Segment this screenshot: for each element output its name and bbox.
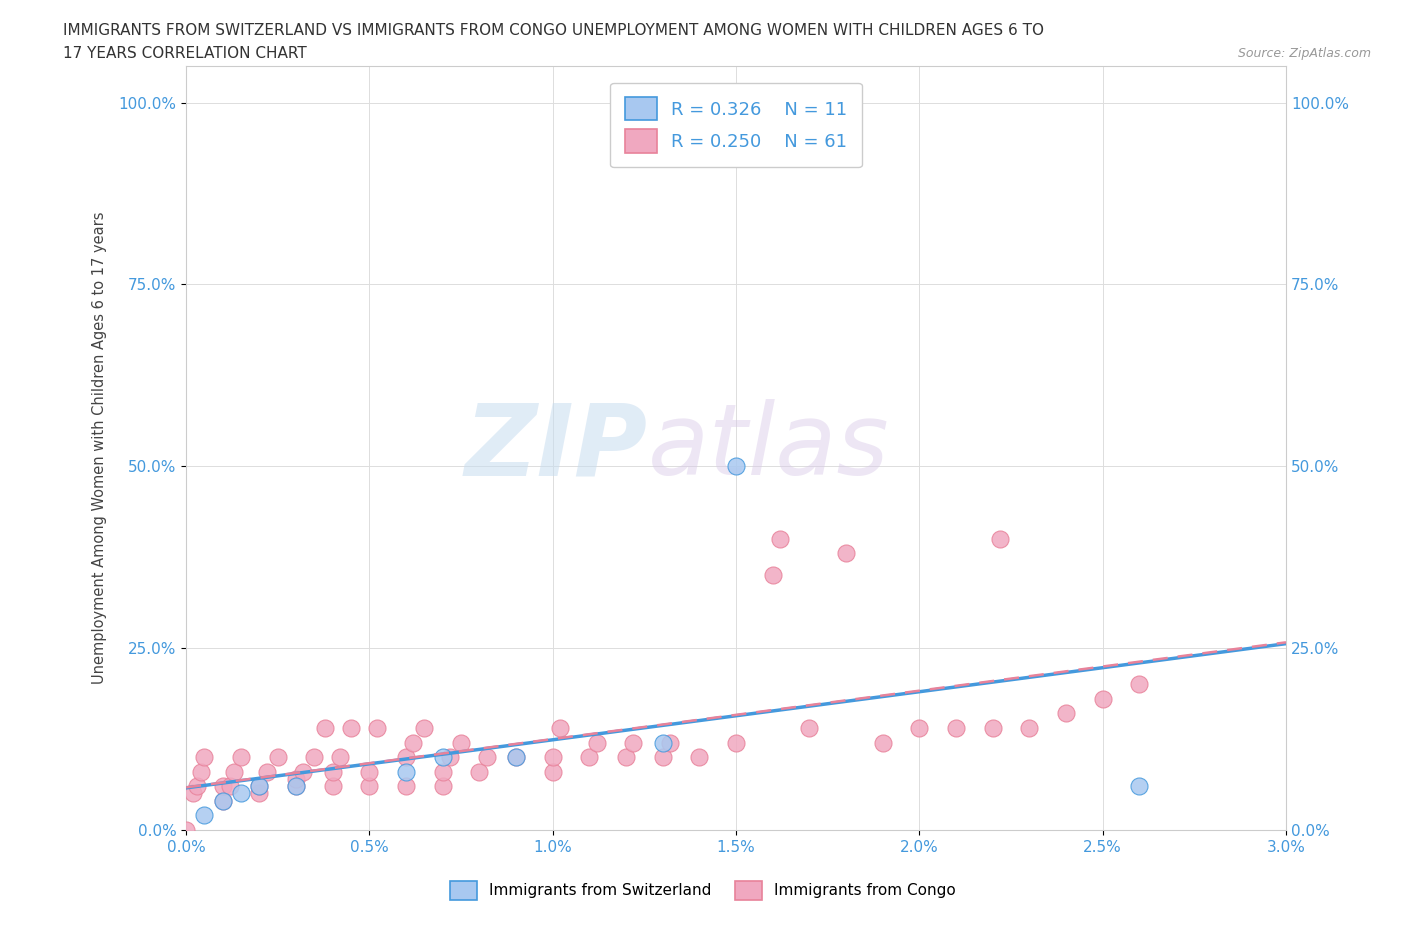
Point — [1018, 721, 1040, 736]
Point — [623, 735, 645, 750]
Point — [186, 778, 208, 793]
Point — [688, 750, 710, 764]
Point — [256, 764, 278, 779]
Point — [322, 778, 344, 793]
Point — [659, 735, 682, 750]
Point — [211, 793, 233, 808]
Point — [945, 721, 967, 736]
Point — [585, 735, 607, 750]
Point — [475, 750, 498, 764]
Legend: Immigrants from Switzerland, Immigrants from Congo: Immigrants from Switzerland, Immigrants … — [444, 875, 962, 906]
Point — [304, 750, 326, 764]
Point — [651, 735, 673, 750]
Point — [267, 750, 290, 764]
Point — [366, 721, 388, 736]
Point — [799, 721, 821, 736]
Point — [578, 750, 600, 764]
Point — [395, 764, 418, 779]
Point — [322, 764, 344, 779]
Point — [988, 531, 1011, 546]
Point — [1128, 778, 1150, 793]
Point — [908, 721, 931, 736]
Point — [1091, 692, 1114, 707]
Text: ZIP: ZIP — [465, 400, 648, 497]
Point — [359, 778, 381, 793]
Point — [1054, 706, 1077, 721]
Point — [359, 764, 381, 779]
Point — [183, 786, 205, 801]
Point — [835, 546, 858, 561]
Text: atlas: atlas — [648, 400, 890, 497]
Point — [285, 778, 308, 793]
Text: 17 YEARS CORRELATION CHART: 17 YEARS CORRELATION CHART — [63, 46, 307, 61]
Point — [541, 750, 564, 764]
Point — [468, 764, 491, 779]
Point — [769, 531, 792, 546]
Point — [402, 735, 425, 750]
Point — [219, 778, 242, 793]
Point — [505, 750, 527, 764]
Point — [285, 772, 308, 787]
Point — [725, 458, 748, 473]
Y-axis label: Unemployment Among Women with Children Ages 6 to 17 years: Unemployment Among Women with Children A… — [93, 212, 107, 684]
Point — [395, 750, 418, 764]
Point — [725, 735, 748, 750]
Point — [249, 778, 271, 793]
Point — [1128, 677, 1150, 692]
Point — [548, 721, 571, 736]
Point — [211, 778, 233, 793]
Point — [211, 793, 233, 808]
Point — [432, 778, 454, 793]
Point — [762, 568, 785, 583]
Point — [981, 721, 1004, 736]
Text: Source: ZipAtlas.com: Source: ZipAtlas.com — [1237, 46, 1371, 60]
Point — [413, 721, 436, 736]
Point — [340, 721, 363, 736]
Point — [450, 735, 472, 750]
Point — [314, 721, 336, 736]
Point — [505, 750, 527, 764]
Point — [222, 764, 245, 779]
Point — [541, 764, 564, 779]
Point — [285, 778, 308, 793]
Point — [174, 822, 197, 837]
Point — [432, 764, 454, 779]
Legend: R = 0.326    N = 11, R = 0.250    N = 61: R = 0.326 N = 11, R = 0.250 N = 61 — [610, 83, 862, 167]
Point — [231, 750, 253, 764]
Point — [193, 750, 215, 764]
Point — [231, 786, 253, 801]
Point — [439, 750, 461, 764]
Point — [249, 778, 271, 793]
Point — [190, 764, 212, 779]
Point — [651, 750, 673, 764]
Point — [249, 786, 271, 801]
Point — [395, 778, 418, 793]
Point — [614, 750, 637, 764]
Point — [432, 750, 454, 764]
Point — [329, 750, 352, 764]
Point — [292, 764, 315, 779]
Point — [872, 735, 894, 750]
Text: IMMIGRANTS FROM SWITZERLAND VS IMMIGRANTS FROM CONGO UNEMPLOYMENT AMONG WOMEN WI: IMMIGRANTS FROM SWITZERLAND VS IMMIGRANT… — [63, 23, 1045, 38]
Point — [193, 808, 215, 823]
